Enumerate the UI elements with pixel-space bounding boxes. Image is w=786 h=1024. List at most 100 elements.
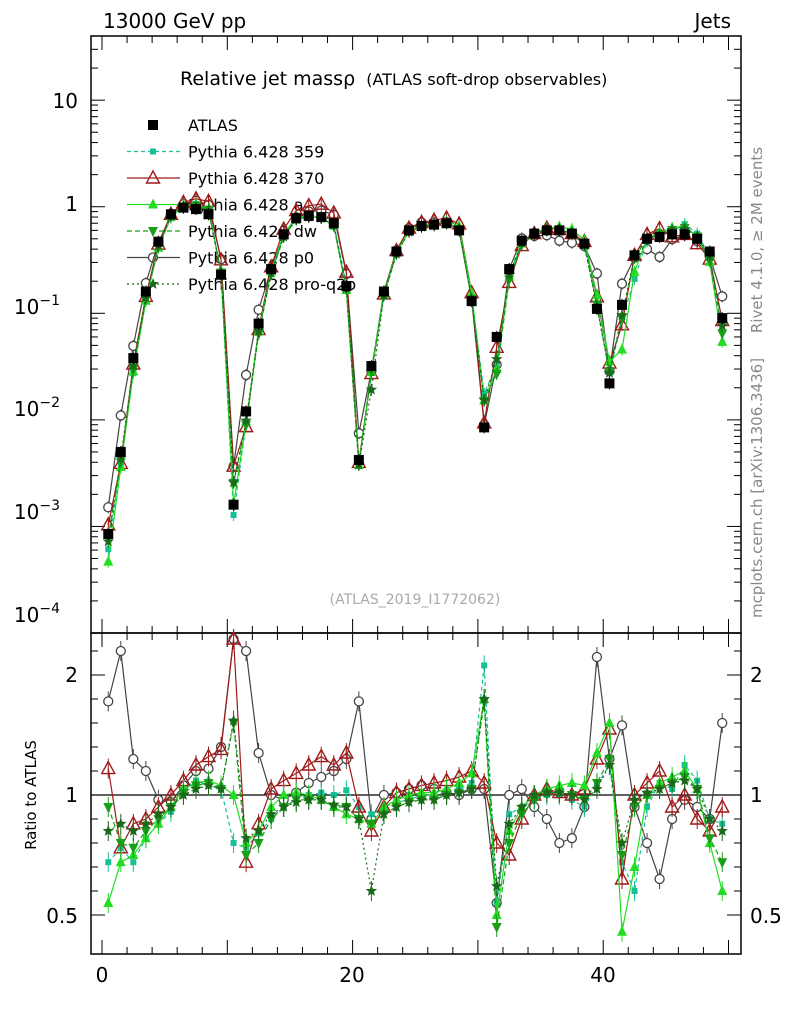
y-tick-1e-1: 10−1 xyxy=(14,293,60,319)
ratio-point xyxy=(628,793,641,805)
legend-marker xyxy=(145,169,161,184)
data-point xyxy=(616,278,628,289)
ratio-tick-1: 1 xyxy=(65,783,78,807)
ratio-ylabel: Ratio to ATLAS xyxy=(22,740,40,850)
ratio-series-group xyxy=(100,629,730,942)
y-tick-1: 1 xyxy=(65,192,78,216)
ratio-point xyxy=(188,756,204,771)
data-point xyxy=(579,238,590,249)
ratio-point xyxy=(378,808,390,820)
data-point xyxy=(631,275,638,282)
series-2-ratio xyxy=(100,629,730,889)
ratio-point xyxy=(225,630,242,645)
series-6-ratio xyxy=(102,689,728,901)
ratio-point xyxy=(491,880,503,892)
analysis-watermark: (ATLAS_2019_I1772062) xyxy=(330,592,501,608)
ratio-point xyxy=(641,786,653,798)
data-point xyxy=(240,414,252,426)
ratio-point xyxy=(589,750,605,765)
ratio-line xyxy=(107,638,723,880)
ratio-panel-frame xyxy=(90,632,742,955)
ratio-point xyxy=(516,801,528,812)
data-point xyxy=(225,457,242,472)
legend-marker xyxy=(148,198,158,209)
data-point xyxy=(127,359,139,371)
ratio-point xyxy=(403,796,415,808)
ratio-point xyxy=(579,779,590,790)
data-point xyxy=(341,281,352,292)
legend-marker xyxy=(150,148,156,155)
series-line xyxy=(107,206,723,542)
ratio-point xyxy=(230,840,237,846)
ratio-tick-2-right: 2 xyxy=(750,663,763,687)
chart-title-group: Relative jet massρ (ATLAS soft-drop obse… xyxy=(180,68,607,90)
ratio-point xyxy=(601,720,618,735)
x-tick-0: 0 xyxy=(96,963,109,987)
ratio-point xyxy=(303,793,315,805)
legend-label: Pythia 6.428 pro-q2o xyxy=(188,275,356,294)
ratio-point xyxy=(653,783,666,794)
ratio-point xyxy=(716,825,728,836)
data-point xyxy=(366,361,377,372)
data-point xyxy=(240,369,252,381)
ratio-point xyxy=(541,786,553,798)
legend-label: ATLAS xyxy=(188,116,238,135)
ratio-point xyxy=(591,651,603,663)
ratio-point xyxy=(128,843,139,854)
ratio-point xyxy=(328,798,340,810)
data-point xyxy=(704,246,715,257)
ratio-point xyxy=(678,774,691,786)
ratio-point xyxy=(215,783,227,794)
data-point xyxy=(529,228,540,239)
ratio-point xyxy=(616,837,628,848)
ratio-point xyxy=(504,839,515,849)
data-point xyxy=(504,264,515,275)
header-jets: Jets xyxy=(693,9,731,33)
data-point xyxy=(128,353,139,364)
data-point xyxy=(378,286,389,297)
ratio-point xyxy=(353,696,365,707)
data-point xyxy=(466,296,477,307)
series-0-main xyxy=(103,201,728,540)
ratio-point xyxy=(714,798,730,813)
ratio-point xyxy=(253,839,264,849)
x-tick-20: 20 xyxy=(339,963,364,987)
ratio-point xyxy=(227,714,240,726)
data-point xyxy=(717,329,728,340)
mcplots-label: mcplots.cern.ch [arXiv:1306.3436] xyxy=(748,358,766,618)
ratio-point xyxy=(338,744,355,759)
legend-label: Pythia 6.428 359 xyxy=(188,143,324,162)
data-point xyxy=(403,225,414,236)
ratio-point xyxy=(516,783,527,795)
ratio-point xyxy=(127,825,139,836)
ratio-point xyxy=(616,851,627,861)
ratio-point xyxy=(353,813,365,824)
ratio-tick-2: 2 xyxy=(65,663,78,687)
data-point xyxy=(140,286,151,297)
data-point xyxy=(115,446,126,457)
data-point xyxy=(441,218,452,229)
ratio-tick-1-right: 1 xyxy=(750,783,763,807)
ratio-point xyxy=(278,801,290,812)
data-point xyxy=(604,378,615,389)
ratio-point xyxy=(616,925,627,936)
data-point xyxy=(230,512,237,519)
ratio-point xyxy=(603,759,616,770)
ratio-point xyxy=(278,789,289,799)
data-point xyxy=(717,313,728,324)
data-point xyxy=(591,303,602,314)
ratio-point xyxy=(326,756,342,771)
ratio-tick-05: 0.5 xyxy=(46,904,78,928)
data-point xyxy=(203,209,214,220)
main-series-group xyxy=(100,190,730,568)
ratio-point xyxy=(717,858,728,869)
axis-ticks xyxy=(91,35,741,954)
ratio-point xyxy=(453,786,465,798)
data-point xyxy=(642,233,653,244)
ratio-point xyxy=(465,783,478,794)
data-point xyxy=(481,390,488,397)
data-point xyxy=(253,318,264,329)
data-point xyxy=(591,268,603,279)
data-point xyxy=(429,219,440,230)
ratio-point xyxy=(676,786,693,801)
